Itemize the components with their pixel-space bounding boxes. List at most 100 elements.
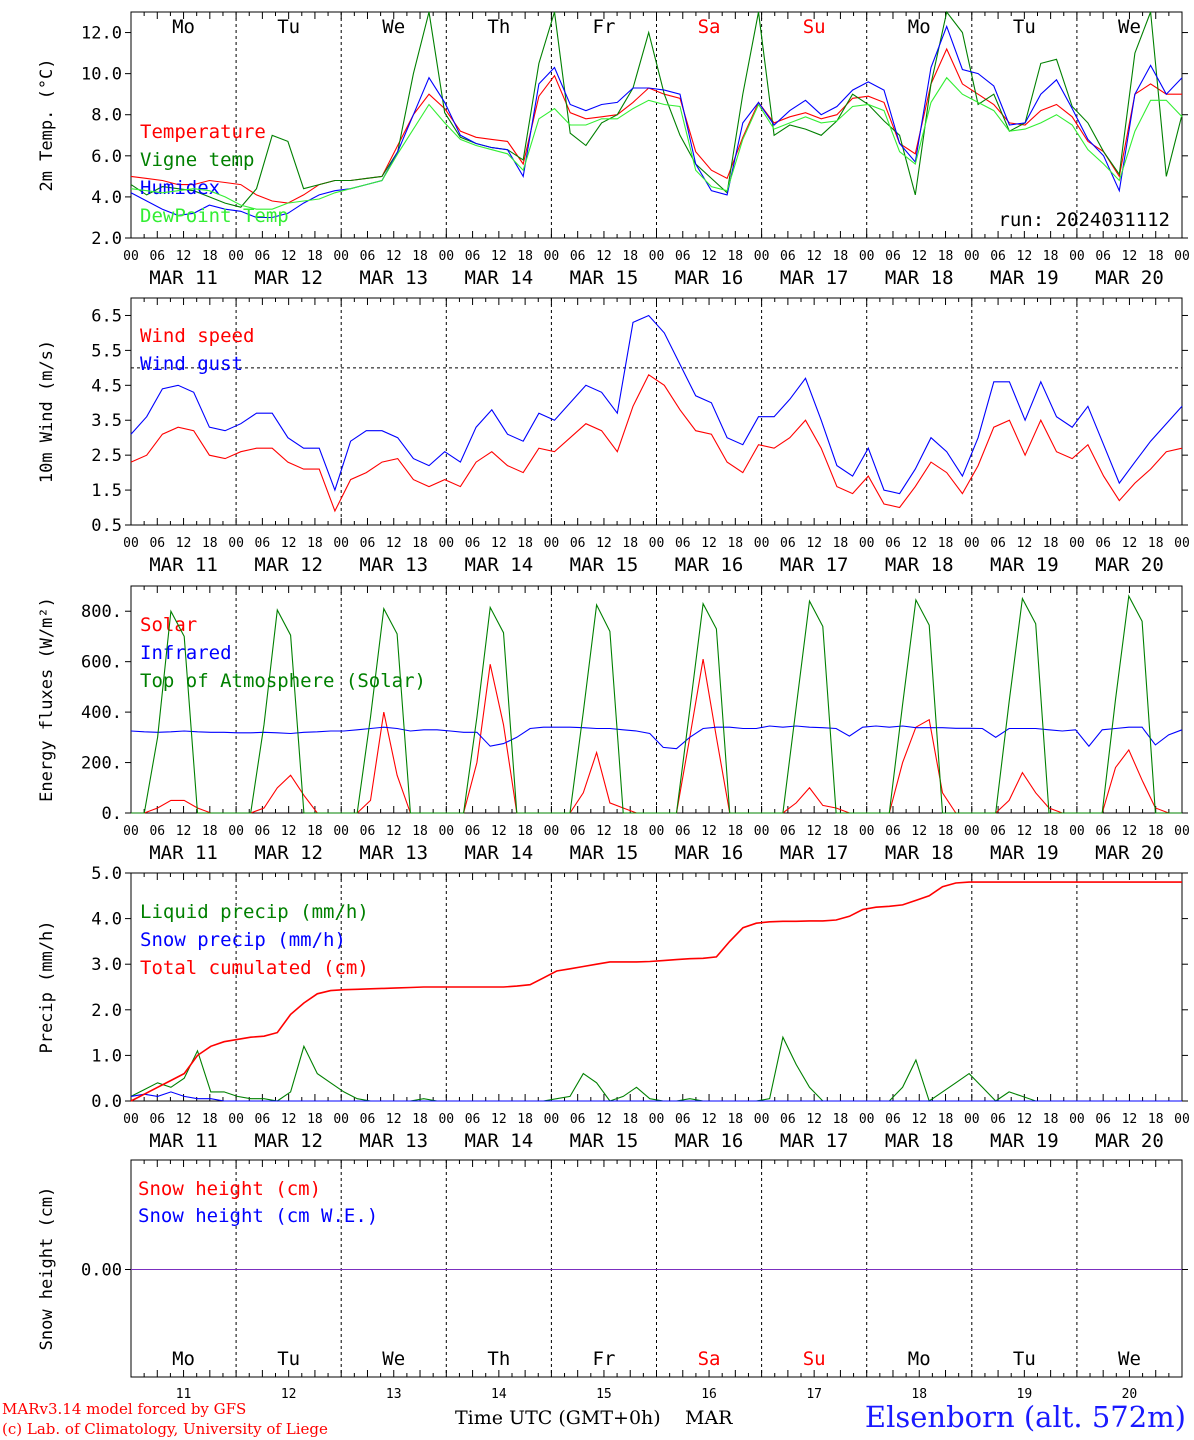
hour-label: 18: [517, 824, 533, 839]
hour-label: 06: [780, 824, 796, 839]
hour-label: 18: [1043, 249, 1059, 264]
hour-label: 18: [202, 1112, 218, 1127]
hour-label: 18: [307, 536, 323, 551]
hour-label: 18: [938, 536, 954, 551]
y-tick-label: 6.5: [91, 306, 122, 326]
series-line-wind-speed: [130, 373, 1183, 513]
hour-label: 00: [649, 536, 665, 551]
hour-label: 12: [386, 249, 402, 264]
day-label-bottom: Tu: [277, 1348, 300, 1370]
hour-label: 12: [1122, 1112, 1138, 1127]
hour-label: 12: [1017, 824, 1033, 839]
hour-label: 18: [412, 1112, 428, 1127]
hour-label: 06: [255, 536, 271, 551]
hour-label: 18: [307, 824, 323, 839]
hour-label: 18: [517, 249, 533, 264]
y-tick-label: 8.0: [91, 106, 122, 126]
hour-label: 00: [754, 1112, 770, 1127]
y-axis-title: Precip (mm/h): [37, 920, 57, 1053]
legend-liquid-precip-mm-h-: Liquid precip (mm/h): [140, 901, 369, 923]
date-label: MAR 12: [254, 267, 323, 289]
hour-label: 12: [1017, 1112, 1033, 1127]
hour-label: 12: [1017, 536, 1033, 551]
day-label-top: Mo: [908, 16, 931, 38]
hour-label: 00: [1174, 824, 1190, 839]
date-label: MAR 20: [1095, 267, 1164, 289]
hour-label: 12: [281, 1112, 297, 1127]
hour-label: 06: [1095, 1112, 1111, 1127]
hour-label: 06: [885, 536, 901, 551]
hour-label: 18: [307, 1112, 323, 1127]
series-line-infrared: [130, 725, 1183, 750]
hour-label: 06: [990, 1112, 1006, 1127]
date-label: MAR 19: [990, 267, 1059, 289]
hour-label: 06: [990, 536, 1006, 551]
hour-label: 06: [149, 249, 165, 264]
legend-snow-height-cm-w-e-: Snow height (cm W.E.): [138, 1205, 378, 1227]
hour-label: 06: [255, 249, 271, 264]
hour-label: 00: [544, 824, 560, 839]
date-label: MAR 14: [465, 267, 534, 289]
date-label: MAR 11: [149, 842, 218, 864]
legend-humidex: Humidex: [140, 177, 220, 199]
series-line-humidex: [130, 24, 1183, 219]
date-label: MAR 13: [359, 842, 428, 864]
date-label: MAR 11: [149, 267, 218, 289]
hour-label: 00: [123, 1112, 139, 1127]
date-label: MAR 20: [1095, 554, 1164, 576]
hour-label: 18: [938, 824, 954, 839]
hour-label: 18: [727, 536, 743, 551]
hour-label: 12: [1017, 249, 1033, 264]
hour-label: 12: [281, 824, 297, 839]
hour-label: 18: [727, 1112, 743, 1127]
date-label: MAR 13: [359, 554, 428, 576]
hour-label: 12: [176, 824, 192, 839]
hour-label: 00: [228, 536, 244, 551]
hour-label: 00: [544, 1112, 560, 1127]
run-label: run: 2024031112: [998, 209, 1170, 231]
station-label: Elsenborn (alt. 572m): [864, 1400, 1186, 1434]
day-label-top: Tu: [277, 16, 300, 38]
hour-label: 06: [570, 249, 586, 264]
day-label-bottom: Th: [487, 1348, 510, 1370]
date-label: MAR 15: [570, 267, 639, 289]
hour-label: 12: [386, 824, 402, 839]
hour-label: 18: [1043, 536, 1059, 551]
hour-label: 00: [333, 536, 349, 551]
hour-label: 18: [727, 249, 743, 264]
hour-label: 12: [701, 1112, 717, 1127]
y-tick-label: 4.0: [91, 188, 122, 208]
hour-label: 00: [754, 824, 770, 839]
date-label: MAR 12: [254, 554, 323, 576]
month-label: MAR: [685, 1407, 733, 1429]
day-number-label: 20: [1122, 1387, 1138, 1402]
hour-label: 06: [1095, 536, 1111, 551]
y-tick-label: 3.0: [91, 955, 122, 975]
hour-label: 00: [333, 1112, 349, 1127]
legend-temperature: Temperature: [140, 121, 266, 143]
hour-label: 00: [754, 249, 770, 264]
hour-label: 00: [649, 1112, 665, 1127]
day-number-label: 19: [1017, 1387, 1033, 1402]
hour-label: 12: [596, 249, 612, 264]
date-label: MAR 18: [885, 554, 954, 576]
day-number-label: 13: [386, 1387, 402, 1402]
hour-label: 18: [1148, 824, 1164, 839]
hour-label: 00: [544, 536, 560, 551]
hour-label: 06: [360, 536, 376, 551]
date-label: MAR 16: [675, 1130, 744, 1152]
hour-label: 12: [491, 1112, 507, 1127]
date-label: MAR 17: [780, 267, 849, 289]
y-tick-label: 2.0: [91, 1001, 122, 1021]
legend-vigne-temp: Vigne temp: [140, 149, 254, 171]
date-label: MAR 15: [570, 1130, 639, 1152]
y-tick-label: 0.0: [91, 1092, 122, 1112]
hour-label: 12: [806, 1112, 822, 1127]
hour-label: 06: [570, 824, 586, 839]
date-label: MAR 17: [780, 842, 849, 864]
legend-total-cumulated-cm-: Total cumulated (cm): [140, 957, 369, 979]
hour-label: 00: [649, 249, 665, 264]
hour-label: 00: [228, 249, 244, 264]
hour-label: 06: [885, 1112, 901, 1127]
hour-label: 18: [1148, 249, 1164, 264]
